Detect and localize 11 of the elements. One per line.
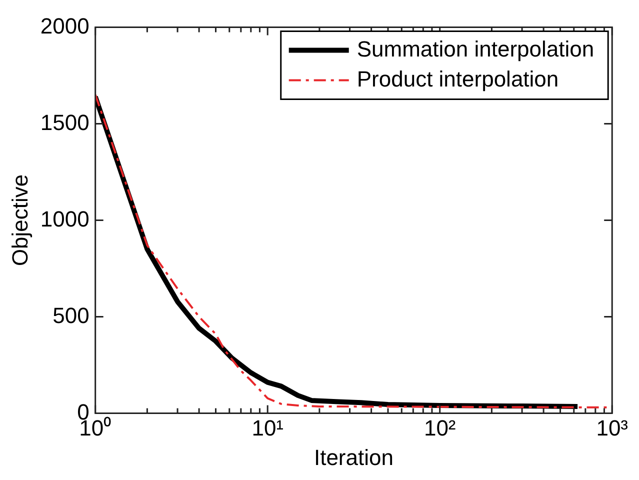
x-tick-label: 10¹: [252, 415, 284, 440]
y-axis-title: Objective: [7, 174, 32, 266]
y-tick-label: 1000: [40, 206, 90, 232]
legend-label: Product interpolation: [356, 66, 559, 92]
y-tick-label: 500: [52, 302, 90, 328]
x-tick-label: 10²: [424, 415, 456, 440]
legend-label: Summation interpolation: [356, 36, 594, 62]
y-tick-label: 1500: [40, 110, 90, 135]
x-tick-label: 10³: [596, 415, 628, 440]
x-axis-title: Iteration: [314, 444, 394, 470]
y-tick-label: 2000: [40, 13, 90, 38]
